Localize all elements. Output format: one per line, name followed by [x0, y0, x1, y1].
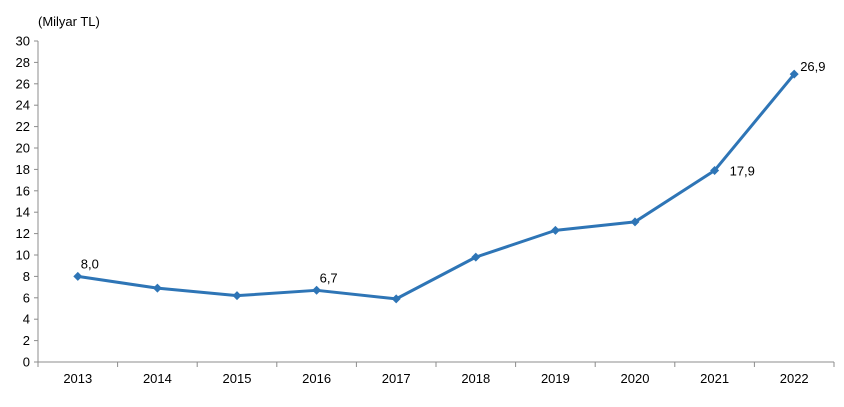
y-tick-label: 24: [16, 98, 30, 113]
data-point-marker: [152, 283, 162, 293]
x-tick-label: 2022: [780, 371, 809, 386]
x-tick-label: 2013: [63, 371, 92, 386]
y-tick-label: 14: [16, 205, 30, 220]
data-point-marker: [550, 225, 560, 235]
data-label: 17,9: [730, 163, 755, 178]
data-point-marker: [789, 69, 799, 79]
series-line: [76, 72, 796, 301]
y-tick-label: 22: [16, 119, 30, 134]
x-tick-label: 2015: [223, 371, 252, 386]
y-tick-label: 28: [16, 55, 30, 70]
data-point-marker: [391, 294, 401, 304]
x-tick-label: 2016: [302, 371, 331, 386]
y-tick-label: 8: [23, 269, 30, 284]
y-tick-label: 6: [23, 290, 30, 305]
data-label: 26,9: [800, 59, 825, 74]
y-tick-label: 18: [16, 162, 30, 177]
data-point-marker: [471, 252, 481, 262]
y-tick-label: 16: [16, 183, 30, 198]
y-tick-label: 4: [23, 312, 30, 327]
data-point-marker: [73, 271, 83, 281]
data-point-marker: [232, 291, 242, 301]
y-tick-label: 2: [23, 333, 30, 348]
x-tick-label: 2020: [621, 371, 650, 386]
data-label: 8,0: [81, 256, 99, 271]
y-tick-label: 30: [16, 34, 30, 49]
data-label-layer: 8,0 6,7 17,9 26,9: [81, 59, 826, 285]
x-tick-label: 2018: [461, 371, 490, 386]
y-tick-label: 26: [16, 76, 30, 91]
x-tick-label: 2021: [700, 371, 729, 386]
y-tick-label: 10: [16, 248, 30, 263]
data-point-marker: [312, 285, 322, 295]
unit-label: (Milyar TL): [38, 14, 100, 29]
x-tick-label: 2017: [382, 371, 411, 386]
data-point-marker: [710, 165, 720, 175]
x-tick-label: 2019: [541, 371, 570, 386]
x-tick-label: 2014: [143, 371, 172, 386]
series-layer: [73, 69, 799, 304]
y-tick-label: 0: [23, 355, 30, 370]
data-point-marker: [630, 217, 640, 227]
x-axis-ticks: 2013 2014 2015 2016 2017 2018 2019 2020 2021 2022: [37, 362, 835, 386]
y-tick-label: 12: [16, 226, 30, 241]
y-tick-label: 20: [16, 141, 30, 156]
data-label: 6,7: [320, 270, 338, 285]
